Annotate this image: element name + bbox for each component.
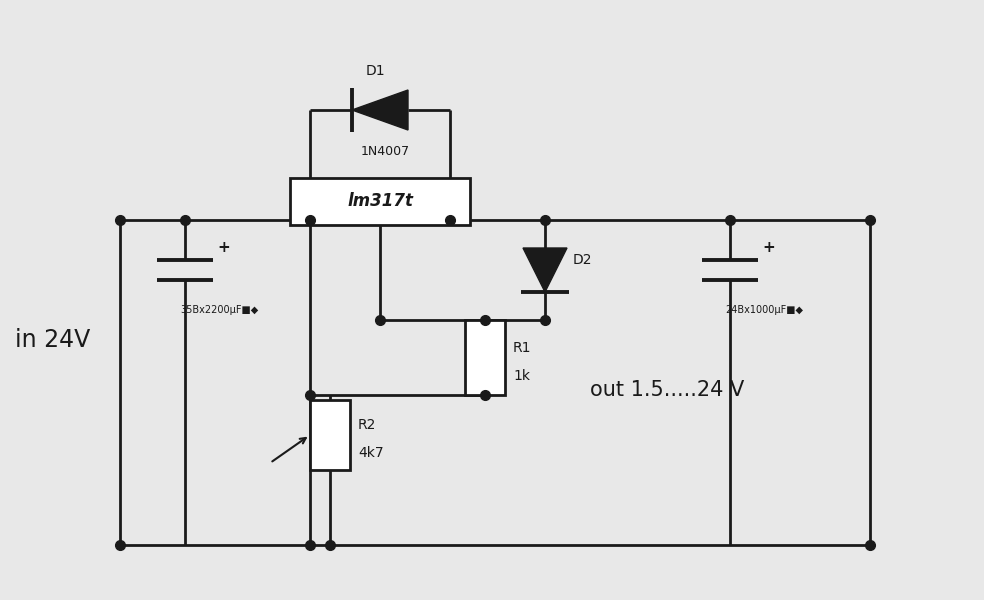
- Text: 35Bx2200μF■◆: 35Bx2200μF■◆: [180, 305, 258, 315]
- Bar: [310, 400, 350, 470]
- Text: 1k: 1k: [513, 368, 530, 383]
- Text: +: +: [217, 240, 229, 255]
- Text: 4k7: 4k7: [358, 446, 384, 460]
- Polygon shape: [352, 90, 408, 130]
- Text: lm317t: lm317t: [347, 193, 413, 211]
- Text: 24Bx1000μF■◆: 24Bx1000μF■◆: [725, 305, 803, 315]
- Text: +: +: [762, 240, 774, 255]
- Text: D1: D1: [365, 64, 385, 78]
- Bar: [290, 178, 470, 225]
- Polygon shape: [523, 248, 567, 292]
- Text: R1: R1: [513, 340, 531, 355]
- Text: in 24V: in 24V: [15, 328, 91, 352]
- Bar: [465, 320, 505, 395]
- Text: 1N4007: 1N4007: [360, 145, 409, 158]
- Text: R2: R2: [358, 418, 376, 432]
- Text: out 1.5.....24 V: out 1.5.....24 V: [590, 380, 744, 400]
- Text: D2: D2: [573, 253, 592, 267]
